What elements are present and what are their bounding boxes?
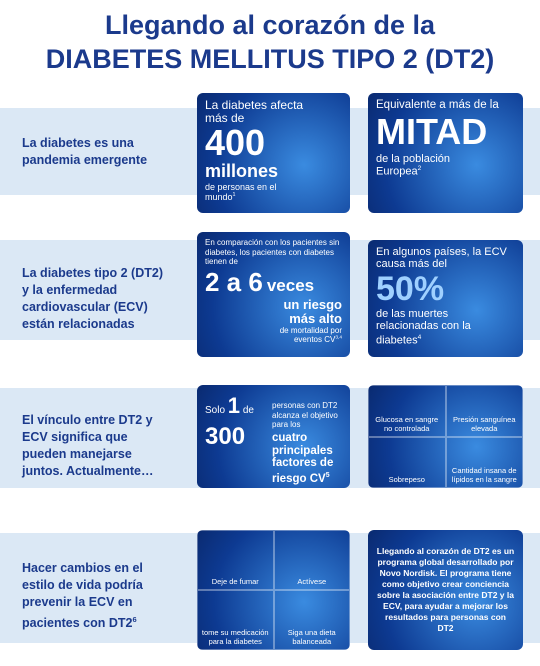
text: de la población Europea: [376, 153, 451, 178]
item: Cantidad insana de lípidos en la sangre: [445, 436, 523, 488]
text: La diabetes afecta más de: [205, 98, 304, 125]
ref: 4: [417, 334, 422, 341]
ref: 6: [132, 615, 137, 624]
number: MITAD: [376, 111, 488, 152]
text: Llegando al corazón de DT2 es un program…: [376, 546, 515, 633]
ref: 5: [325, 471, 330, 479]
number: 1: [227, 393, 241, 418]
number: 2 a 6: [205, 266, 263, 297]
tile: Equivalente a más de la MITAD de la pobl…: [368, 93, 523, 213]
row-label: La diabetes tipo 2 (DT2) y la enfermedad…: [22, 266, 163, 331]
item: tome su medicación para la diabetes: [197, 590, 274, 650]
tile: Deje de fumar Actívese tome su medicació…: [197, 530, 350, 650]
item: Deje de fumar: [197, 530, 274, 590]
number: 50%: [376, 270, 445, 308]
text: Cantidad insana de lípidos en la sangre: [451, 466, 517, 484]
text: Sobrepeso: [388, 475, 425, 484]
item: Presión sanguínea elevada: [445, 385, 523, 437]
text: cuatro principales factores de riesgo CV: [272, 432, 334, 485]
title: Llegando al corazón de la: [104, 10, 436, 40]
text: de: [242, 405, 254, 416]
tile: Glucosa en sangre no controlada Presión …: [368, 385, 523, 488]
text: Actívese: [297, 577, 327, 586]
ref: 1: [232, 192, 236, 198]
row-label: La diabetes es una pandemia emergente: [22, 136, 148, 167]
text: personas con DT2 alcanza el objetivo par…: [272, 401, 338, 429]
text: de personas en el mundo: [205, 182, 277, 202]
text: Deje de fumar: [211, 577, 259, 586]
ref: 3,4: [335, 334, 342, 340]
text: Solo: [205, 405, 226, 416]
text: En algunos países, la ECV causa más del: [376, 246, 507, 270]
text: Glucosa en sangre no controlada: [375, 414, 439, 433]
text: Hacer cambios en el estilo de vida podrí…: [22, 561, 143, 631]
text: un riesgo más alto: [283, 296, 342, 326]
item: Sobrepeso: [368, 436, 446, 488]
text: Presión sanguínea elevada: [452, 414, 516, 433]
text: Siga una dieta balanceada: [287, 628, 336, 646]
item: Actívese: [273, 530, 350, 590]
tile: En comparación con los pacientes sin dia…: [197, 232, 350, 357]
tile: Solo 1 de 300 personas con DT2 alcanza e…: [197, 385, 350, 488]
text: millones: [205, 161, 279, 181]
number: 400: [205, 122, 266, 163]
text: veces: [266, 275, 315, 295]
ref: 2: [417, 165, 422, 172]
text: de mortalidad por eventos CV: [279, 325, 342, 344]
number: 300: [205, 423, 246, 450]
title: DIABETES MELLITUS TIPO 2 (DT2): [45, 44, 495, 74]
item: Siga una dieta balanceada: [273, 590, 350, 650]
item: Glucosa en sangre no controlada: [368, 385, 446, 437]
text: Equivalente a más de la: [376, 99, 499, 111]
text: tome su medicación para la diabetes: [201, 628, 269, 646]
text: En comparación con los pacientes sin dia…: [205, 238, 340, 266]
row-label: El vínculo entre DT2 y ECV significa que…: [22, 413, 154, 478]
tile: La diabetes afecta más de 400 millones d…: [197, 93, 350, 213]
tile: En algunos países, la ECV causa más del …: [368, 240, 523, 357]
text: de las muertes relacionadas con la diabe…: [376, 308, 471, 347]
row-label: Hacer cambios en el estilo de vida podrí…: [22, 560, 172, 632]
tile: Llegando al corazón de DT2 es un program…: [368, 530, 523, 650]
